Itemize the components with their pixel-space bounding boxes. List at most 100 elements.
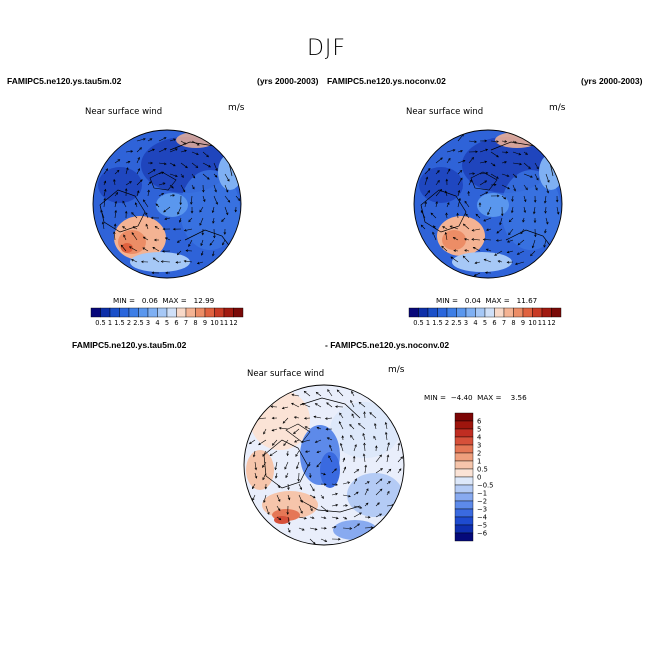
diff-units: m/s (388, 365, 405, 375)
wind-vector-head (387, 442, 390, 445)
wind-vector (114, 210, 117, 219)
wind-vector-head (225, 212, 229, 216)
wind-vector-head (152, 148, 155, 152)
wind-vector (114, 192, 118, 197)
wind-vector-head (154, 226, 158, 229)
wind-vector-head (323, 472, 326, 476)
wind-vector (114, 159, 120, 164)
wind-vector-head (313, 415, 317, 419)
wind-vector-head (445, 212, 448, 216)
wind-vector (158, 148, 167, 153)
wind-vector (136, 147, 142, 153)
wind-vector-head (315, 391, 319, 395)
colorbar-tick-label: 7 (184, 319, 188, 327)
wind-vector (191, 162, 198, 168)
wind-vector-head (150, 216, 154, 220)
wind-vector-head (176, 240, 180, 243)
wind-vector-head (310, 508, 313, 512)
wind-vector-head (471, 156, 474, 160)
wind-vector-head (152, 169, 156, 172)
colorbar-tick-label: −5 (477, 522, 487, 530)
wind-vector-head (335, 492, 338, 496)
wind-vector (158, 171, 164, 175)
wind-vector (523, 173, 533, 178)
wind-vector-head (287, 529, 291, 533)
wind-vector-head (132, 226, 136, 229)
wind-vector (512, 162, 522, 165)
wind-vector (147, 181, 152, 186)
wind-vector (350, 400, 355, 408)
wind-vector-head (323, 482, 327, 486)
wind-vector-head (523, 210, 527, 214)
wind-vector (100, 210, 105, 219)
wind-vector-head (333, 525, 337, 529)
colorbar-tick-label: 1.5 (114, 319, 125, 327)
wind-vector-head (316, 464, 320, 468)
wind-vector-head (172, 163, 176, 167)
wind-vector-head (126, 167, 129, 170)
colorbar-swatch (100, 307, 111, 318)
colorbar-tick-label: 4 (155, 319, 159, 327)
wind-vector (221, 217, 226, 222)
wind-vector-head (471, 228, 475, 232)
wind-vector (430, 212, 437, 219)
wind-vector (501, 140, 507, 142)
wind-vector-head (485, 248, 489, 252)
wind-vector-head (148, 181, 152, 184)
wind-vector (435, 157, 443, 164)
wind-vector (329, 445, 333, 452)
colorbar-tick-label: 1 (426, 319, 430, 327)
colorbar-tick-label: 7 (502, 319, 506, 327)
wind-vector (180, 150, 187, 153)
map-panel-1 (92, 129, 242, 279)
wind-vector-head (184, 149, 187, 153)
wind-vector-head (254, 467, 258, 471)
wind-vector (279, 427, 289, 430)
wind-vector-head (514, 175, 518, 178)
panel1-minmax: MIN = 0.06 MAX = 12.99 (113, 296, 215, 305)
map-panel-difference (243, 384, 405, 546)
wind-vector-head (312, 488, 315, 492)
colorbar-swatch (551, 307, 562, 318)
wind-vector-head (140, 179, 143, 182)
wind-vector-head (214, 174, 218, 178)
wind-vector-head (291, 402, 294, 406)
wind-vector (511, 206, 514, 213)
wind-vector-head (462, 159, 466, 163)
wind-vector-head (440, 157, 443, 160)
wind-vector-head (366, 481, 370, 484)
wind-vector-head (316, 426, 320, 430)
wind-vector-head (149, 138, 153, 141)
wind-vector-head (370, 526, 374, 529)
wind-vector-head (294, 440, 297, 443)
wind-vector (457, 190, 460, 197)
wind-vector-head (350, 399, 353, 403)
wind-vector-head (505, 150, 509, 154)
wind-vector (265, 505, 270, 515)
wind-vector (533, 206, 536, 214)
wind-vector-head (120, 244, 124, 248)
colorbar-swatch (446, 307, 457, 318)
wind-vector-head (267, 512, 270, 515)
colorbar-swatch (214, 307, 225, 318)
wind-vector (342, 527, 352, 529)
colorbar-swatch (494, 307, 505, 318)
wind-vector-head (316, 450, 320, 454)
wind-vector (373, 436, 377, 441)
wind-vector-head (349, 527, 353, 530)
wind-vector (301, 439, 311, 443)
wind-vector (325, 417, 333, 420)
wind-vector (501, 161, 507, 164)
wind-vector (545, 173, 550, 183)
wind-vector (471, 239, 481, 241)
wind-vector (262, 450, 267, 457)
wind-vector-head (200, 243, 203, 247)
wind-vector (473, 247, 481, 252)
wind-vector (453, 250, 459, 252)
wind-vector-head (321, 496, 324, 499)
colorbar-tick-label: 2 (477, 450, 481, 458)
wind-vector-head (530, 175, 533, 178)
wind-vector (446, 158, 451, 164)
wind-vector (272, 439, 278, 446)
wind-vector-head (388, 481, 391, 484)
